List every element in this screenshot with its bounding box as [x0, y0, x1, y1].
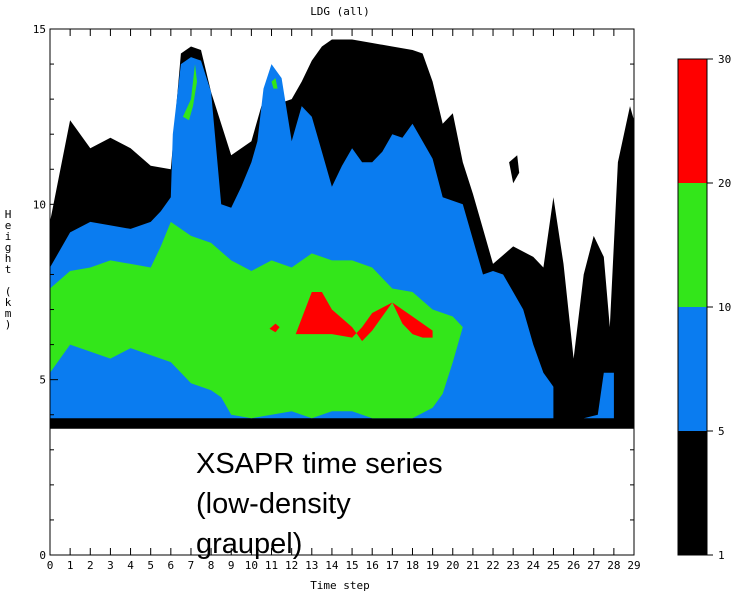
colorbar-swatch — [678, 307, 707, 431]
x-tick-label: 3 — [107, 559, 114, 572]
x-tick-label: 17 — [386, 559, 399, 572]
y-tick-label: 15 — [33, 23, 46, 36]
x-tick-label: 26 — [567, 559, 580, 572]
annotation-text: XSAPR time series (low-density graupel) — [196, 444, 496, 564]
x-tick-label: 7 — [188, 559, 195, 572]
colorbar-swatch — [678, 59, 707, 183]
x-tick-label: 1 — [67, 559, 74, 572]
x-tick-label: 5 — [147, 559, 154, 572]
x-tick-label: 23 — [507, 559, 520, 572]
x-tick-label: 25 — [547, 559, 560, 572]
colorbar-swatch — [678, 183, 707, 307]
y-tick-label: 5 — [39, 374, 46, 387]
x-tick-label: 8 — [208, 559, 215, 572]
x-tick-label: 21 — [466, 559, 479, 572]
contour-region-10-20 — [271, 78, 278, 89]
x-tick-label: 27 — [587, 559, 600, 572]
annotation-line: graupel) — [196, 528, 303, 560]
x-tick-label: 6 — [168, 559, 175, 572]
contour-region-10-20 — [50, 221, 463, 419]
x-tick-label: 29 — [627, 559, 640, 572]
x-tick-label: 24 — [527, 559, 541, 572]
x-tick-label: 13 — [305, 559, 318, 572]
x-tick-label: 4 — [127, 559, 134, 572]
x-tick-label: 22 — [486, 559, 499, 572]
y-tick-label: 10 — [33, 198, 46, 211]
x-tick-label: 10 — [245, 559, 258, 572]
x-tick-label: 15 — [345, 559, 358, 572]
colorbar-swatch — [678, 431, 707, 555]
colorbar-tick-label: 5 — [718, 425, 725, 438]
axis-ticks: 0 1 2 3 4 5 6 7 8 9 10 11 12 13 14 15 16 17 18 19 20 21 22 23 24… — [33, 23, 641, 572]
contour-region-10-20 — [182, 64, 197, 121]
x-tick-label: 2 — [87, 559, 94, 572]
colorbar: 1 5 10 20 30 — [677, 53, 731, 562]
contour-region-1-5 — [509, 155, 520, 184]
x-tick-label: 11 — [265, 559, 278, 572]
x-tick-label: 28 — [607, 559, 620, 572]
x-tick-label: 0 — [47, 559, 54, 572]
colorbar-tick-label: 1 — [718, 549, 725, 562]
x-tick-label: 19 — [426, 559, 439, 572]
x-tick-label: 12 — [285, 559, 298, 572]
contour-region-20-30 — [295, 292, 433, 342]
contour-region-20-30 — [269, 323, 280, 333]
annotation-line: XSAPR time series — [196, 448, 443, 480]
chart-title: LDG (all) — [310, 5, 370, 18]
x-tick-label: 14 — [325, 559, 339, 572]
annotation-line: (low-density — [196, 488, 351, 520]
x-tick-label: 20 — [446, 559, 459, 572]
colorbar-tick-label: 20 — [718, 177, 731, 190]
colorbar-tick-label: 30 — [718, 53, 731, 66]
colorbar-tick-label: 10 — [718, 301, 731, 314]
contour-fills — [50, 39, 634, 429]
y-tick-label: 0 — [39, 549, 46, 562]
x-tick-label: 9 — [228, 559, 235, 572]
x-tick-label: 16 — [366, 559, 379, 572]
x-axis-label: Time step — [310, 579, 370, 592]
x-tick-label: 18 — [406, 559, 419, 572]
plot-frame — [49, 28, 635, 556]
